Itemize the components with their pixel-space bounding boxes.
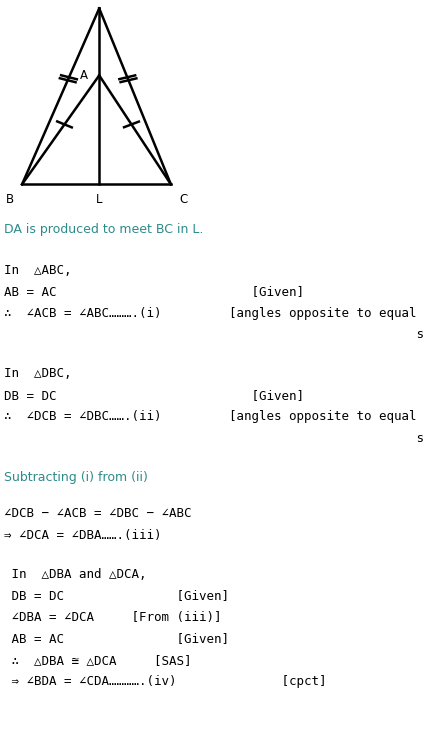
Text: AB = AC                          [Given]: AB = AC [Given] — [4, 286, 304, 298]
Text: ⇒ ∠BDA = ∠CDA………….(iv)              [cpct]: ⇒ ∠BDA = ∠CDA………….(iv) [cpct] — [4, 675, 327, 688]
Text: In  △ABC,: In △ABC, — [4, 264, 72, 277]
Text: Subtracting (i) from (ii): Subtracting (i) from (ii) — [4, 470, 148, 484]
Text: In  △DBA and △DCA,: In △DBA and △DCA, — [4, 568, 147, 580]
Text: DA is produced to meet BC in L.: DA is produced to meet BC in L. — [4, 223, 204, 236]
Text: ∴  ∠ACB = ∠ABC……….(i)         [angles opposite to equal: ∴ ∠ACB = ∠ABC……….(i) [angles opposite to… — [4, 307, 417, 320]
Text: B: B — [6, 193, 14, 206]
Text: sides are equal]: sides are equal] — [4, 432, 424, 445]
Text: C: C — [179, 193, 187, 206]
Text: In  △DBC,: In △DBC, — [4, 367, 72, 380]
Text: ∠DBA = ∠DCA     [From (iii)]: ∠DBA = ∠DCA [From (iii)] — [4, 610, 222, 624]
Text: DB = DC               [Given]: DB = DC [Given] — [4, 589, 229, 602]
Text: AB = AC               [Given]: AB = AC [Given] — [4, 632, 229, 646]
Text: ∴  △DBA ≅ △DCA     [SAS]: ∴ △DBA ≅ △DCA [SAS] — [4, 654, 192, 666]
Text: ⇒ ∠DCA = ∠DBA…….(iii): ⇒ ∠DCA = ∠DBA…….(iii) — [4, 529, 162, 542]
Text: DB = DC                          [Given]: DB = DC [Given] — [4, 389, 304, 402]
Text: L: L — [96, 193, 103, 206]
Text: ∴  ∠DCB = ∠DBC…….(ii)         [angles opposite to equal: ∴ ∠DCB = ∠DBC…….(ii) [angles opposite to… — [4, 411, 417, 423]
Text: A: A — [80, 69, 88, 82]
Text: sides are equal]: sides are equal] — [4, 328, 424, 341]
Text: ∠DCB − ∠ACB = ∠DBC − ∠ABC: ∠DCB − ∠ACB = ∠DBC − ∠ABC — [4, 507, 192, 521]
